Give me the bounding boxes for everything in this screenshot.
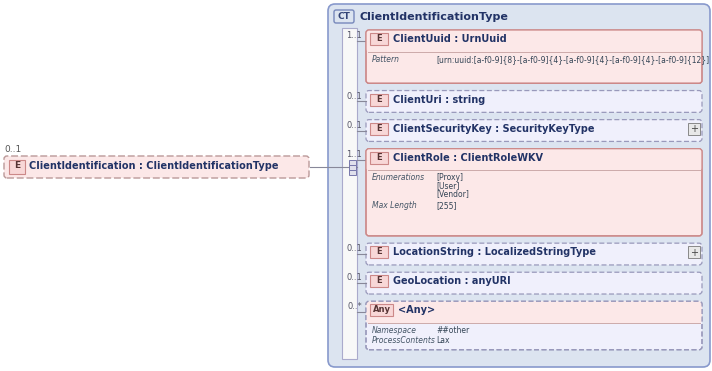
Bar — [370, 304, 393, 316]
Text: [User]: [User] — [436, 181, 459, 190]
Text: Lax: Lax — [436, 336, 449, 345]
Text: E: E — [376, 153, 382, 162]
Text: [urn:uuid:[a-f0-9]{8}-[a-f0-9]{4}-[a-f0-9]{4}-[a-f0-9]{4}-[a-f0-9]{12}]: [urn:uuid:[a-f0-9]{8}-[a-f0-9]{4}-[a-f0-… — [436, 55, 709, 64]
Text: ClientIdentificationType: ClientIdentificationType — [359, 12, 508, 22]
Text: +: + — [690, 248, 698, 257]
Bar — [370, 33, 388, 45]
FancyBboxPatch shape — [366, 30, 702, 83]
Text: ClientIdentification : ClientIdentificationType: ClientIdentification : ClientIdentificat… — [29, 161, 278, 171]
Text: E: E — [376, 124, 382, 132]
Text: ClientUuid : UrnUuid: ClientUuid : UrnUuid — [393, 34, 507, 44]
Text: E: E — [376, 95, 382, 104]
FancyBboxPatch shape — [4, 156, 309, 178]
Text: 0..1: 0..1 — [346, 121, 362, 129]
Bar — [370, 275, 388, 287]
Bar — [370, 93, 388, 106]
FancyBboxPatch shape — [366, 301, 702, 350]
Text: [Proxy]: [Proxy] — [436, 174, 463, 183]
Text: Any: Any — [372, 305, 390, 314]
Text: CT: CT — [337, 12, 350, 21]
FancyBboxPatch shape — [366, 91, 702, 112]
FancyBboxPatch shape — [366, 30, 702, 52]
Text: +: + — [690, 124, 698, 134]
FancyBboxPatch shape — [328, 4, 710, 367]
Text: Enumerations: Enumerations — [372, 174, 425, 183]
Text: E: E — [376, 276, 382, 285]
Text: ClientRole : ClientRoleWKV: ClientRole : ClientRoleWKV — [393, 153, 543, 163]
Text: <Any>: <Any> — [398, 305, 435, 315]
Bar — [370, 152, 388, 164]
Bar — [370, 123, 388, 135]
Text: 0..1: 0..1 — [4, 145, 21, 154]
FancyBboxPatch shape — [366, 243, 702, 265]
Text: 0..1: 0..1 — [346, 92, 362, 101]
Bar — [688, 246, 700, 258]
Bar — [349, 170, 356, 174]
Text: 0..*: 0..* — [347, 302, 362, 311]
Text: ProcessContents: ProcessContents — [372, 336, 436, 345]
FancyBboxPatch shape — [366, 149, 702, 236]
Text: 0..1: 0..1 — [346, 244, 362, 253]
Bar — [342, 28, 357, 359]
Text: 0..1: 0..1 — [346, 273, 362, 282]
Bar — [349, 160, 356, 164]
Text: Namespace: Namespace — [372, 326, 417, 335]
Text: GeoLocation : anyURI: GeoLocation : anyURI — [393, 276, 511, 286]
Bar — [349, 164, 356, 170]
Text: ClientUri : string: ClientUri : string — [393, 95, 486, 105]
Text: 1..1: 1..1 — [346, 150, 362, 159]
Text: Pattern: Pattern — [372, 55, 400, 64]
Bar — [9, 160, 25, 174]
Text: ClientSecurityKey : SecurityKeyType: ClientSecurityKey : SecurityKeyType — [393, 124, 595, 134]
Text: LocationString : LocalizedStringType: LocationString : LocalizedStringType — [393, 247, 596, 257]
FancyBboxPatch shape — [366, 301, 702, 323]
Text: [255]: [255] — [436, 201, 456, 210]
Text: Max Length: Max Length — [372, 201, 417, 210]
Bar — [688, 123, 700, 135]
Text: E: E — [14, 161, 20, 170]
FancyBboxPatch shape — [366, 272, 702, 294]
Text: [Vendor]: [Vendor] — [436, 190, 469, 198]
Text: 1..1: 1..1 — [346, 31, 362, 40]
Bar — [370, 246, 388, 258]
FancyBboxPatch shape — [334, 10, 354, 23]
Text: ##other: ##other — [436, 326, 469, 335]
FancyBboxPatch shape — [366, 119, 702, 141]
Text: E: E — [376, 247, 382, 256]
Text: E: E — [376, 34, 382, 43]
FancyBboxPatch shape — [366, 149, 702, 171]
